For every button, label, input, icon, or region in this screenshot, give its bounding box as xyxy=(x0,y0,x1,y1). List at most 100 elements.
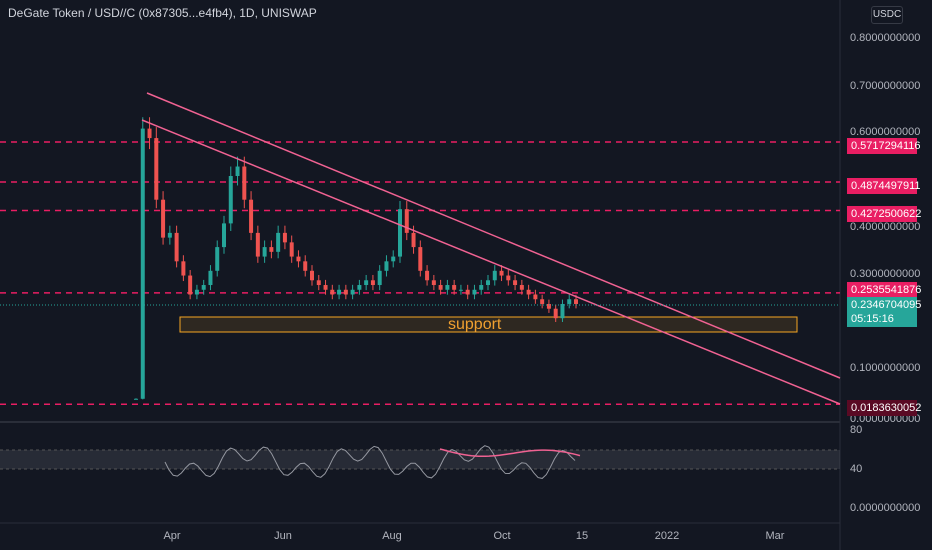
candle-body xyxy=(445,285,450,290)
candle-body xyxy=(492,270,497,281)
candle-body xyxy=(533,294,538,300)
price-tick: 0.0000000000 xyxy=(850,502,921,514)
support-zone[interactable] xyxy=(179,316,798,333)
price-tick: 0.4000000000 xyxy=(850,221,921,233)
symbol-title[interactable]: DeGate Token / USD//C (0x87305...e4fb4),… xyxy=(8,6,317,20)
candle-body xyxy=(506,275,511,281)
price-tick: 0.6000000000 xyxy=(850,126,921,138)
candle-body xyxy=(357,285,362,290)
rsi-ma-line xyxy=(439,448,581,458)
candle-body xyxy=(147,128,152,139)
candle-body xyxy=(167,232,172,238)
candle-body xyxy=(574,299,578,304)
candle-body xyxy=(235,166,240,176)
candle-body xyxy=(486,280,490,286)
candle-body xyxy=(465,289,470,295)
candle-body xyxy=(255,232,260,257)
trendline-upper[interactable] xyxy=(146,92,841,379)
level-label[interactable]: 0.4874497911 xyxy=(847,178,921,194)
rsi-tick: 80 xyxy=(850,424,863,436)
candle-body xyxy=(398,209,402,257)
time-tick: 2022 xyxy=(654,530,680,542)
candle-body xyxy=(330,289,335,295)
candle-body xyxy=(472,289,477,295)
candle-body xyxy=(438,285,443,290)
candle-body xyxy=(458,289,463,291)
candle-body xyxy=(174,232,179,262)
candle-body xyxy=(208,270,213,286)
candle-body xyxy=(404,209,409,233)
current-price-value: 0.2346704095 xyxy=(851,299,922,311)
candles xyxy=(134,117,578,400)
candle-body xyxy=(134,398,138,400)
rsi-tick: 40 xyxy=(850,463,863,475)
time-tick: Apr xyxy=(163,530,181,542)
candle-body xyxy=(343,289,348,295)
candle-body xyxy=(296,256,301,262)
candle-body xyxy=(154,138,159,200)
time-tick: Jun xyxy=(274,530,292,542)
candle-body xyxy=(411,232,416,248)
candle-body xyxy=(499,270,504,276)
candle-body xyxy=(425,270,430,281)
candle-body xyxy=(553,308,558,319)
candle-body xyxy=(201,285,206,290)
candle-body xyxy=(249,199,254,233)
candle-body xyxy=(384,261,389,271)
candle-body xyxy=(560,303,565,319)
time-tick: 15 xyxy=(575,530,589,542)
bar-countdown: 05:15:16 xyxy=(851,313,894,325)
candle-body xyxy=(546,303,551,309)
candle-body xyxy=(310,270,314,281)
rsi-line xyxy=(164,445,576,479)
candle-body xyxy=(391,256,396,262)
price-tick: 0.1000000000 xyxy=(850,362,921,374)
level-label[interactable]: 0.2535541876 xyxy=(847,282,921,298)
candle-body xyxy=(282,232,287,243)
candle-body xyxy=(540,299,545,304)
trendline-lower[interactable] xyxy=(141,119,841,405)
candle-body xyxy=(228,176,233,224)
price-tick: 0.8000000000 xyxy=(850,32,921,44)
candle-body xyxy=(377,270,382,286)
time-tick: Mar xyxy=(765,530,785,542)
candle-body xyxy=(289,242,294,257)
price-tick: 0.0000000000 xyxy=(850,413,921,425)
candle-body xyxy=(567,299,572,304)
level-label[interactable]: 0.5717294116 xyxy=(847,138,921,154)
candle-body xyxy=(350,289,355,295)
support-label: support xyxy=(448,316,502,333)
candle-body xyxy=(276,232,281,252)
candle-body xyxy=(303,261,308,271)
currency-button[interactable]: USDC xyxy=(871,6,903,24)
candle-body xyxy=(479,285,484,290)
time-tick: Oct xyxy=(493,530,511,542)
candle-body xyxy=(262,247,267,257)
candle-body xyxy=(526,289,531,295)
candle-body xyxy=(452,285,457,290)
candle-body xyxy=(519,285,524,290)
level-label[interactable]: 0.4272500622 xyxy=(847,206,921,222)
candle-body xyxy=(316,280,321,286)
candle-body xyxy=(337,289,342,295)
price-tick: 0.3000000000 xyxy=(850,268,921,280)
time-tick: Aug xyxy=(382,530,402,542)
candle-body xyxy=(194,289,199,295)
rsi-band xyxy=(0,450,840,469)
candle-body xyxy=(222,223,226,248)
candle-body xyxy=(364,280,369,286)
level-label[interactable]: 0.0183630052 xyxy=(847,400,921,416)
candle-body xyxy=(418,247,423,271)
candle-body xyxy=(242,166,247,200)
candle-body xyxy=(370,280,375,286)
candle-body xyxy=(181,261,186,276)
current-price-badge: 0.2346704095 05:15:16 xyxy=(847,297,922,327)
horizontal-levels xyxy=(0,141,840,406)
candle-body xyxy=(323,285,328,290)
candle-body xyxy=(140,128,145,399)
price-tick: 0.7000000000 xyxy=(850,80,921,92)
candle-body xyxy=(269,247,274,252)
candle-body xyxy=(513,280,518,286)
candle-body xyxy=(215,247,220,271)
